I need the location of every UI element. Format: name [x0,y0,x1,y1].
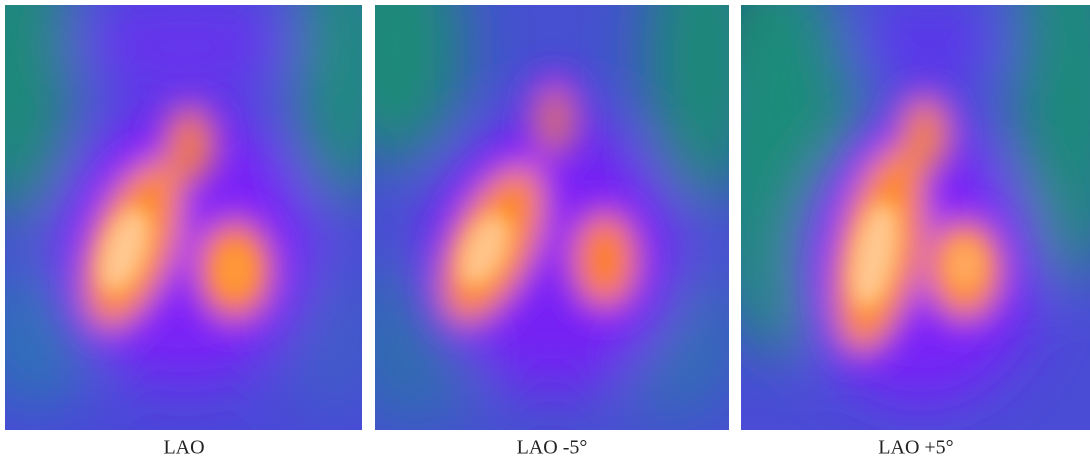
scan-image [741,5,1090,430]
panel-label: LAO +5° [878,437,953,459]
scan-image [375,5,729,430]
panel-label: LAO -5° [517,437,588,459]
scan-image [5,5,362,430]
panel-label: LAO [163,437,204,459]
